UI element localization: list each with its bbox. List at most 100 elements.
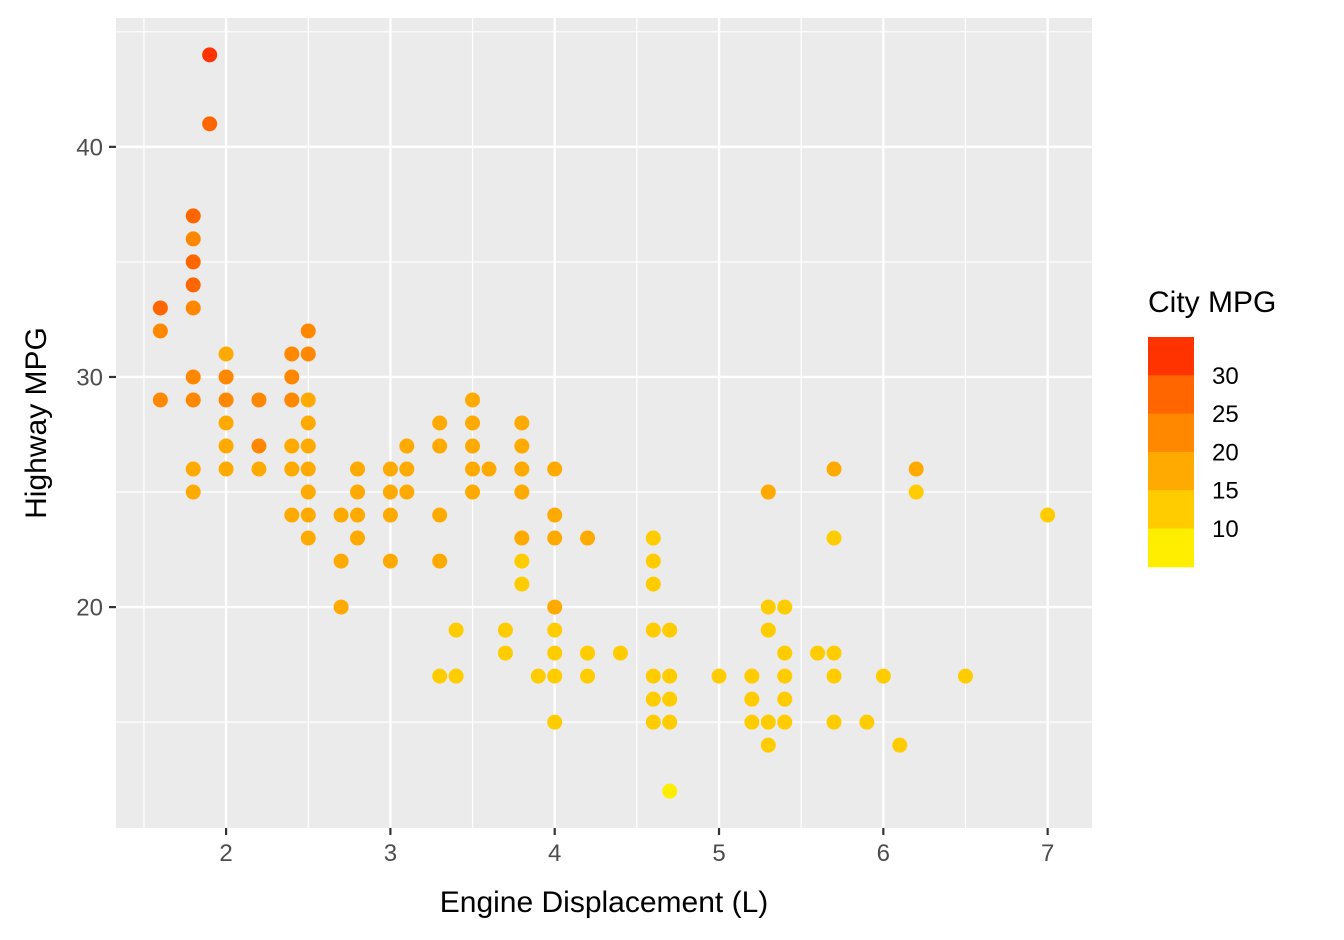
data-point [547,668,563,684]
data-point [580,530,596,546]
data-point [497,622,513,638]
data-point [152,392,168,408]
x-tick-label: 4 [548,840,561,867]
data-point [300,346,316,362]
data-point [432,507,448,523]
data-point [760,484,776,500]
data-point [514,484,530,500]
major-gridlines [116,18,1092,828]
data-point [448,622,464,638]
data-point [218,369,234,385]
data-point [547,461,563,477]
x-tick-label: 7 [1041,840,1054,867]
data-point [859,714,875,730]
data-point [152,323,168,339]
data-point [514,461,530,477]
data-point [185,300,201,316]
data-point [514,530,530,546]
data-point [826,461,842,477]
y-axis-title: Highway MPG [20,327,53,519]
data-point [185,254,201,270]
data-point [777,668,793,684]
data-point [645,691,661,707]
y-tick-label: 40 [76,134,103,161]
legend-bin [1148,337,1194,376]
data-point [760,714,776,730]
data-point [333,599,349,615]
data-point [744,714,760,730]
data-point [350,484,366,500]
data-point [218,461,234,477]
legend-label: 25 [1212,401,1239,428]
data-point [645,530,661,546]
x-tick-label: 5 [712,840,725,867]
data-point [185,231,201,247]
data-point [284,392,300,408]
data-point [514,553,530,569]
data-point [432,415,448,431]
data-point [300,392,316,408]
x-axis-title: Engine Displacement (L) [440,886,769,919]
legend-bin [1148,451,1194,491]
data-point [1040,507,1056,523]
data-point [547,507,563,523]
data-point [826,645,842,661]
data-point [300,461,316,477]
legend-label: 15 [1212,478,1239,505]
data-point [218,415,234,431]
data-point [580,668,596,684]
plot-panel [116,18,1092,828]
minor-gridlines [116,18,1092,828]
legend-title: City MPG [1148,286,1276,319]
y-tick-label: 20 [76,595,103,622]
data-point [645,668,661,684]
data-point [152,300,168,316]
data-point [826,530,842,546]
data-point [547,599,563,615]
data-point [202,47,218,63]
data-point [957,668,973,684]
data-point [399,484,415,500]
legend-label: 30 [1212,363,1239,390]
data-point [662,691,678,707]
data-point [662,622,678,638]
data-point [185,208,201,224]
data-point [514,415,530,431]
y-tick-label: 30 [76,364,103,391]
data-point [333,507,349,523]
data-point [251,461,267,477]
data-point [251,392,267,408]
data-point [251,438,267,454]
data-point [432,553,448,569]
data-point [777,691,793,707]
data-point [465,392,481,408]
data-point [711,668,727,684]
data-point [547,645,563,661]
data-point [185,392,201,408]
data-point [185,461,201,477]
data-point [218,438,234,454]
data-point [497,645,513,661]
data-point [284,461,300,477]
x-tick-label: 3 [384,840,397,867]
data-point [185,484,201,500]
data-point [382,484,398,500]
x-axis: 2 3 4 5 6 7 [219,828,1054,867]
data-point [399,438,415,454]
data-point [580,645,596,661]
data-point [300,530,316,546]
legend-bin [1148,490,1194,529]
data-points [152,47,1056,799]
data-point [399,461,415,477]
data-point [300,415,316,431]
data-point [645,714,661,730]
data-point [218,346,234,362]
data-point [284,438,300,454]
y-axis: 20 30 40 [76,134,116,622]
data-point [777,645,793,661]
legend-label: 20 [1212,439,1239,466]
data-point [810,645,826,661]
legend-label: 10 [1212,516,1239,543]
data-point [662,714,678,730]
legend-bin [1148,375,1194,415]
